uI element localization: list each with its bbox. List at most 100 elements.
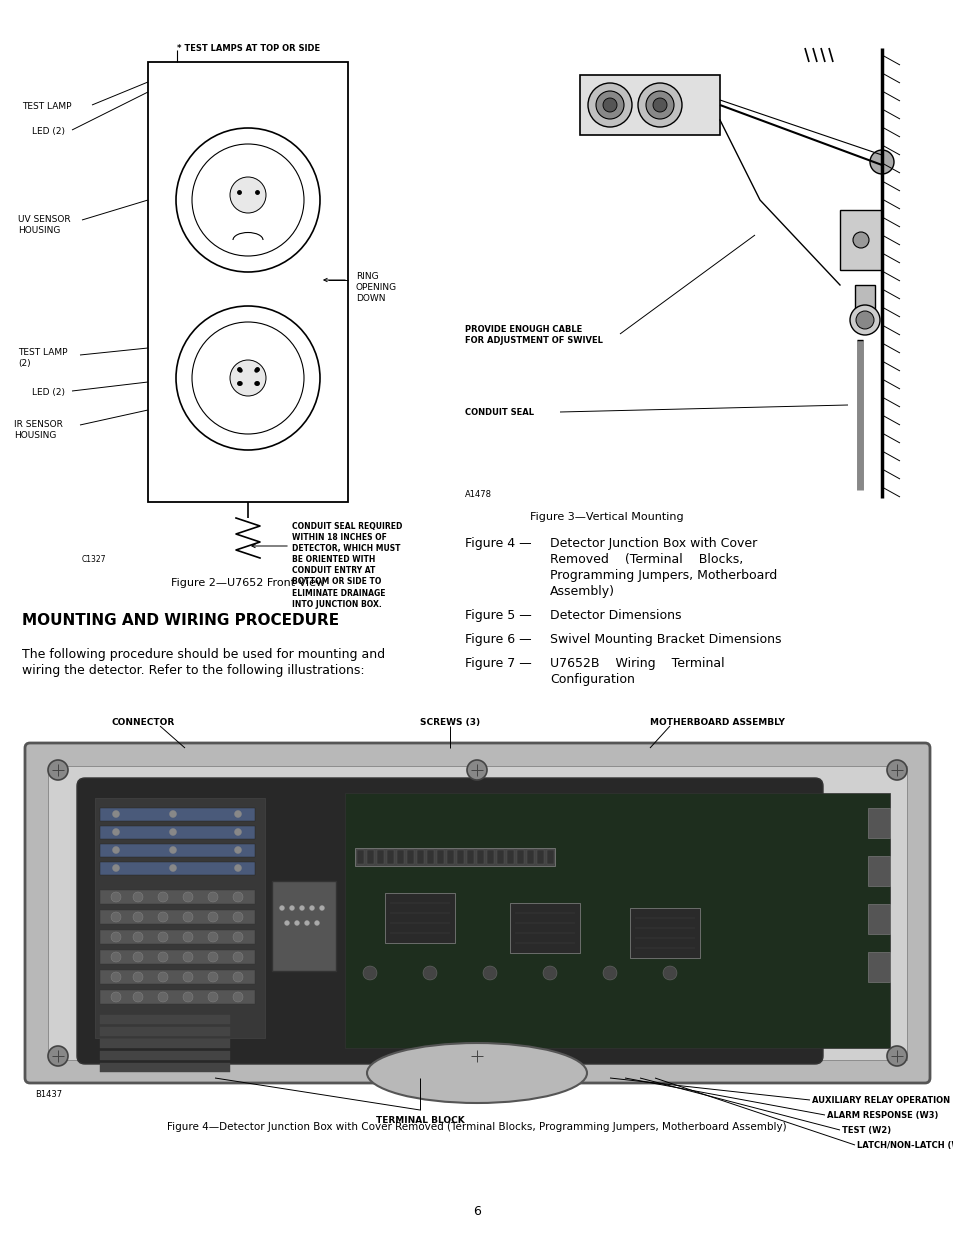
Bar	[476, 850, 483, 864]
Circle shape	[596, 91, 623, 119]
Bar	[447, 850, 454, 864]
Text: TERMINAL BLOCK: TERMINAL BLOCK	[375, 1116, 464, 1125]
Text: CONNECTOR: CONNECTOR	[112, 718, 175, 727]
Circle shape	[638, 83, 681, 127]
Circle shape	[233, 992, 243, 1002]
Circle shape	[112, 829, 119, 836]
Bar	[48, 766, 906, 1060]
Text: CONDUIT SEAL: CONDUIT SEAL	[464, 408, 534, 417]
Text: RING
OPENING
DOWN: RING OPENING DOWN	[355, 272, 396, 304]
Bar	[272, 881, 335, 971]
Text: U7652B    Wiring    Terminal
Configuration: U7652B Wiring Terminal Configuration	[550, 657, 724, 685]
Text: LATCH/NON-LATCH (W1): LATCH/NON-LATCH (W1)	[856, 1141, 953, 1150]
Circle shape	[662, 966, 677, 981]
Bar	[867, 856, 889, 885]
Text: SCREWS (3): SCREWS (3)	[419, 718, 479, 727]
Bar	[100, 808, 254, 821]
Bar	[277, 885, 330, 966]
Circle shape	[294, 920, 299, 925]
FancyBboxPatch shape	[77, 778, 822, 1065]
Bar	[345, 793, 889, 1049]
Bar	[526, 850, 534, 864]
Bar	[396, 850, 403, 864]
Circle shape	[233, 952, 243, 962]
Circle shape	[183, 992, 193, 1002]
Text: LED (2): LED (2)	[32, 388, 65, 396]
Bar	[100, 1028, 230, 1036]
Text: TEST (W2): TEST (W2)	[841, 1126, 890, 1135]
Bar	[486, 850, 494, 864]
Bar	[100, 890, 254, 904]
Circle shape	[158, 992, 168, 1002]
Circle shape	[289, 905, 294, 910]
Text: IR SENSOR
HOUSING: IR SENSOR HOUSING	[14, 420, 63, 440]
Circle shape	[132, 972, 143, 982]
Text: A1478: A1478	[464, 490, 492, 499]
Circle shape	[284, 920, 289, 925]
Circle shape	[175, 306, 319, 450]
Bar	[100, 969, 254, 984]
Circle shape	[849, 305, 879, 335]
Circle shape	[869, 149, 893, 174]
Text: Figure 4 —: Figure 4 —	[464, 537, 531, 550]
Text: The following procedure should be used for mounting and
wiring the detector. Ref: The following procedure should be used f…	[22, 648, 385, 677]
Bar	[867, 808, 889, 839]
Circle shape	[855, 311, 873, 329]
Bar	[100, 910, 254, 924]
Bar	[387, 850, 394, 864]
Bar	[537, 850, 543, 864]
Text: PROVIDE ENOUGH CABLE
FOR ADJUSTMENT OF SWIVEL: PROVIDE ENOUGH CABLE FOR ADJUSTMENT OF S…	[464, 325, 602, 345]
Circle shape	[208, 952, 218, 962]
Circle shape	[886, 760, 906, 781]
Circle shape	[467, 760, 486, 781]
Circle shape	[111, 952, 121, 962]
Text: 6: 6	[473, 1205, 480, 1218]
Circle shape	[230, 177, 266, 212]
Circle shape	[170, 864, 176, 872]
Circle shape	[886, 1046, 906, 1066]
Text: AUXILIARY RELAY OPERATION (W4): AUXILIARY RELAY OPERATION (W4)	[811, 1095, 953, 1105]
Circle shape	[319, 905, 324, 910]
Circle shape	[111, 972, 121, 982]
Bar	[367, 850, 374, 864]
Bar	[436, 850, 443, 864]
Text: MOTHERBOARD ASSEMBLY: MOTHERBOARD ASSEMBLY	[649, 718, 784, 727]
Circle shape	[852, 232, 868, 248]
Circle shape	[233, 892, 243, 902]
Circle shape	[183, 911, 193, 923]
Circle shape	[233, 932, 243, 942]
Bar	[100, 862, 254, 876]
Circle shape	[363, 966, 376, 981]
Bar	[95, 798, 265, 1037]
Circle shape	[208, 911, 218, 923]
Bar	[100, 844, 254, 857]
Circle shape	[183, 952, 193, 962]
Circle shape	[111, 992, 121, 1002]
Bar	[456, 850, 463, 864]
Bar	[546, 850, 554, 864]
Circle shape	[230, 359, 266, 396]
Bar	[100, 1039, 230, 1049]
Circle shape	[422, 966, 436, 981]
Bar	[497, 850, 503, 864]
Circle shape	[132, 992, 143, 1002]
Circle shape	[170, 846, 176, 853]
Circle shape	[112, 846, 119, 853]
Circle shape	[158, 892, 168, 902]
Bar	[100, 930, 254, 944]
Bar	[854, 285, 874, 320]
Bar	[356, 850, 364, 864]
Text: TEST LAMP
(2): TEST LAMP (2)	[18, 348, 68, 368]
Text: Detector Junction Box with Cover
Removed    (Terminal    Blocks,
Programming Jum: Detector Junction Box with Cover Removed…	[550, 537, 777, 598]
Text: Swivel Mounting Bracket Dimensions: Swivel Mounting Bracket Dimensions	[550, 634, 781, 646]
Bar	[100, 1063, 230, 1072]
Circle shape	[602, 98, 617, 112]
Circle shape	[233, 911, 243, 923]
Circle shape	[170, 829, 176, 836]
Ellipse shape	[367, 1044, 586, 1103]
Circle shape	[111, 911, 121, 923]
Circle shape	[111, 932, 121, 942]
Bar	[506, 850, 514, 864]
Bar	[427, 850, 434, 864]
Text: C1327: C1327	[82, 555, 107, 564]
